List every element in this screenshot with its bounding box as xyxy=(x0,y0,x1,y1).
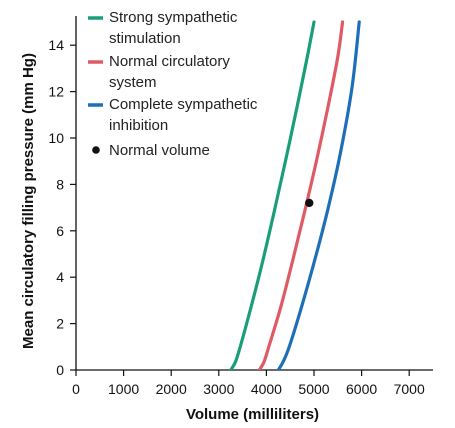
x-tick-label: 6000 xyxy=(346,381,377,397)
legend-label: Normal volume xyxy=(109,142,210,159)
x-tick-label: 0 xyxy=(72,381,80,397)
x-axis-title: Volume (milliliters) xyxy=(186,406,319,423)
x-tick-label: 3000 xyxy=(203,381,234,397)
x-tick-label: 4000 xyxy=(251,381,282,397)
legend-label: Strong sympathetic xyxy=(109,9,238,26)
series-line-complete-sympathetic-inhibition xyxy=(276,20,361,370)
x-tick-label: 5000 xyxy=(298,381,329,397)
y-tick-label: 10 xyxy=(48,130,64,146)
y-axis-title: Mean circulatory filling pressure (mm Hg… xyxy=(20,53,37,349)
x-tick-label: 2000 xyxy=(156,381,187,397)
x-tick-label: 7000 xyxy=(394,381,425,397)
legend-label: inhibition xyxy=(109,117,168,134)
normal-volume-point xyxy=(305,198,314,208)
y-tick-label: 0 xyxy=(56,362,64,378)
x-tick-label: 1000 xyxy=(108,381,139,397)
y-tick-label: 4 xyxy=(56,269,64,285)
y-tick-label: 2 xyxy=(56,316,64,332)
series-line-normal-circulatory-system xyxy=(257,20,345,370)
legend-label: system xyxy=(109,74,157,91)
y-tick-label: 8 xyxy=(56,176,64,192)
legend-label: Normal circulatory xyxy=(109,53,230,70)
legend-label: Complete sympathetic xyxy=(109,96,258,113)
y-tick-label: 6 xyxy=(56,223,64,239)
legend-label: stimulation xyxy=(109,30,181,47)
series-line-strong-sympathetic-stimulation xyxy=(229,20,316,370)
legend-normal-volume-marker xyxy=(92,146,100,154)
y-tick-label: 12 xyxy=(48,84,64,100)
y-tick-label: 14 xyxy=(48,37,64,53)
